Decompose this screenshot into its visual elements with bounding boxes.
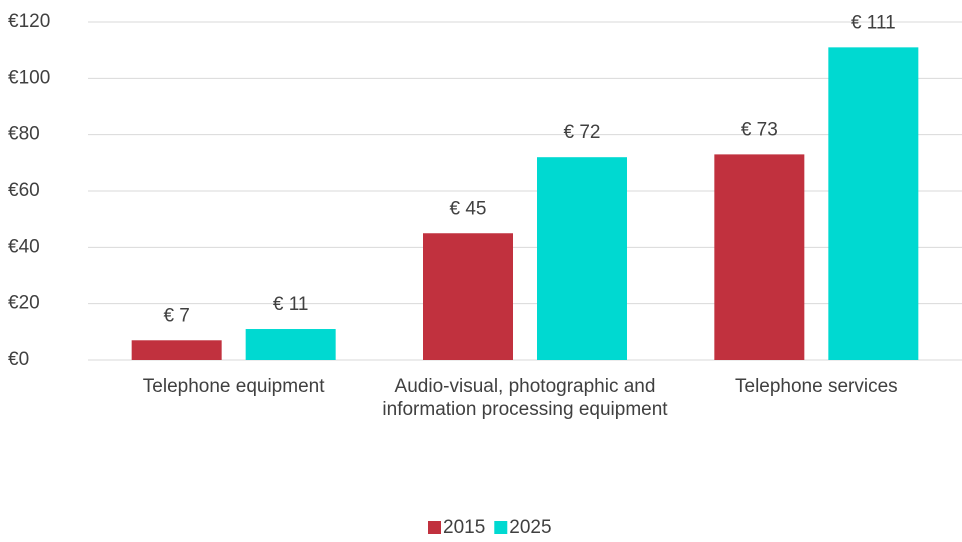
x-tick-label: Telephone services [735, 376, 898, 397]
x-tick-label: Audio-visual, photographic and informati… [382, 376, 668, 420]
data-label: € 45 [450, 198, 487, 219]
bar [714, 154, 805, 360]
legend-label: 2015 [443, 517, 485, 538]
data-label: € 7 [163, 305, 189, 326]
bar [245, 329, 336, 360]
bar [131, 340, 222, 360]
bar [828, 47, 919, 360]
y-tick-label: €80 [8, 124, 40, 145]
y-tick-label: €20 [8, 293, 40, 314]
data-label: € 72 [564, 122, 601, 143]
y-tick-label: €120 [8, 11, 50, 32]
y-tick-label: €60 [8, 180, 40, 201]
legend-label: 2025 [509, 517, 551, 538]
legend-swatch [428, 521, 441, 534]
y-tick-label: €0 [8, 349, 29, 370]
legend-swatch [494, 521, 508, 534]
data-label: € 73 [741, 119, 778, 140]
bar [423, 233, 513, 360]
bar [537, 157, 627, 360]
data-label: € 111 [851, 12, 896, 33]
y-tick-label: €100 [8, 67, 50, 88]
x-tick-label: Telephone equipment [142, 376, 325, 397]
y-tick-label: €40 [8, 236, 40, 257]
data-label: € 11 [273, 294, 309, 315]
